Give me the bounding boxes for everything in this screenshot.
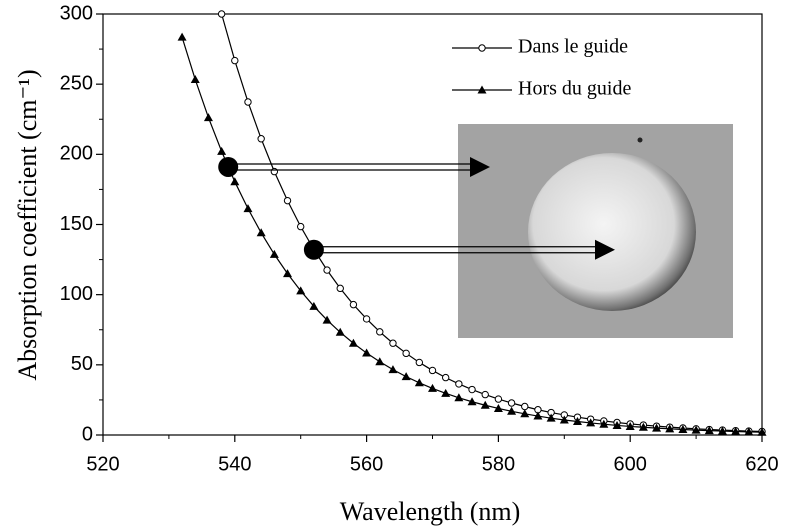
point: [322, 315, 332, 324]
x-tick-label: 540: [218, 453, 251, 475]
point: [190, 75, 200, 84]
point: [481, 390, 489, 399]
inset-image: [458, 124, 733, 338]
point: [270, 167, 279, 176]
y-axis-label: Absorption coefficient (cm⁻¹): [13, 69, 42, 380]
point: [572, 417, 582, 426]
point: [586, 418, 596, 427]
y-tick-label: 0: [82, 423, 93, 445]
point: [283, 196, 292, 205]
legend-marker: [477, 85, 487, 94]
point: [203, 113, 213, 122]
point: [217, 146, 227, 155]
point: [612, 420, 622, 429]
point: [599, 419, 609, 428]
point: [441, 388, 451, 397]
point: [638, 422, 648, 431]
highlight-point: [303, 239, 324, 260]
point: [494, 395, 503, 403]
point: [414, 378, 424, 387]
point: [546, 413, 556, 422]
x-tick-label: 580: [482, 453, 515, 475]
arrow-head: [595, 239, 615, 260]
y-tick-label: 300: [60, 2, 93, 24]
point: [717, 426, 727, 435]
point: [335, 327, 345, 336]
point: [652, 423, 662, 432]
point: [231, 56, 239, 65]
point: [257, 135, 265, 143]
point: [533, 411, 543, 420]
y-tick-label: 50: [71, 353, 93, 375]
point: [362, 348, 372, 357]
highlight-point: [218, 156, 239, 177]
point: [244, 98, 252, 106]
point: [493, 403, 503, 412]
point: [625, 421, 635, 430]
point: [468, 385, 476, 394]
y-tick-label: 100: [60, 283, 93, 305]
legend-label: Hors du guide: [518, 78, 631, 100]
point: [507, 406, 517, 415]
point: [455, 380, 463, 388]
point: [402, 349, 410, 358]
point: [269, 249, 279, 258]
point: [376, 328, 384, 336]
x-tick-label: 600: [614, 453, 647, 475]
point: [401, 372, 411, 381]
legend-marker: [478, 44, 486, 52]
point: [375, 357, 385, 366]
point: [521, 402, 529, 411]
point: [428, 366, 437, 375]
point: [388, 365, 398, 374]
legend-label: Dans le guide: [518, 36, 628, 58]
point: [362, 315, 371, 323]
point: [704, 426, 714, 435]
y-tick-label: 150: [60, 213, 93, 235]
point: [309, 301, 319, 310]
y-tick-label: 200: [60, 143, 93, 165]
point: [691, 425, 701, 434]
point: [678, 425, 688, 434]
point: [520, 409, 530, 418]
point: [283, 269, 293, 278]
point: [665, 424, 675, 433]
point: [428, 383, 437, 392]
point: [441, 373, 450, 382]
point: [256, 228, 266, 237]
x-axis-label: Wavelength (nm): [340, 497, 521, 526]
x-tick-label: 560: [350, 453, 383, 475]
point: [177, 32, 187, 41]
point: [415, 358, 424, 367]
x-tick-label: 520: [86, 453, 119, 475]
point: [757, 427, 767, 436]
point: [230, 177, 240, 186]
point: [480, 400, 490, 409]
point: [296, 286, 306, 295]
point: [744, 427, 754, 436]
point: [243, 204, 253, 213]
arrow-head: [470, 156, 490, 177]
point: [336, 284, 344, 293]
x-tick-label: 620: [745, 453, 778, 475]
point: [559, 415, 569, 424]
point: [454, 393, 464, 402]
point: [389, 339, 397, 347]
point: [348, 338, 358, 347]
point: [297, 222, 305, 231]
point: [467, 397, 477, 406]
point: [731, 426, 741, 435]
y-tick-label: 250: [60, 72, 93, 94]
point: [217, 10, 226, 18]
point: [323, 266, 331, 274]
point: [349, 300, 358, 309]
point: [507, 399, 516, 407]
